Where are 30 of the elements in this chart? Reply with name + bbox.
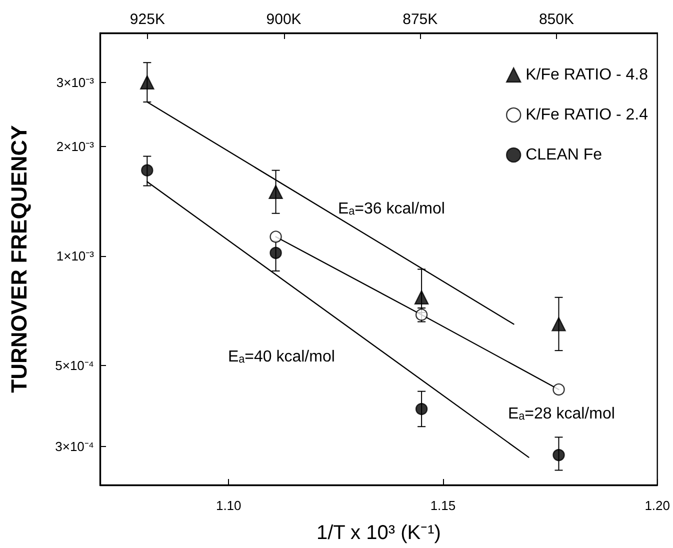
point: [552, 383, 565, 396]
y-tick-label: 3×10⁻³: [56, 74, 95, 90]
point: [552, 448, 565, 462]
annotation: Eₐ=28 kcal/mol: [508, 406, 615, 422]
point: [414, 290, 429, 304]
point: [270, 230, 282, 243]
x2-tick-label: 850K: [538, 11, 574, 28]
legend-label: K/Fe RATIO - 2.4: [526, 106, 648, 124]
y-axis-title: TURNOVER FREQUENCY: [6, 124, 32, 393]
legend-label: K/Fe RATIO - 4.8: [526, 66, 648, 84]
point: [268, 184, 283, 200]
point: [270, 246, 282, 260]
annotation: Eₐ=36 kcal/mol: [338, 200, 445, 218]
point: [415, 402, 428, 416]
legend-label: CLEAN Fe: [526, 146, 602, 164]
y-tick-label: 2×10⁻³: [56, 138, 95, 154]
x-axis-title: 1/T x 10³ (K⁻¹): [316, 522, 441, 544]
point: [552, 317, 566, 332]
y-tick-label: 3×10⁻⁴: [55, 438, 94, 454]
x2-tick-label: 925K: [130, 11, 165, 28]
x2-tick-label: 875K: [402, 11, 438, 28]
x-tick-label: 1.10: [216, 498, 242, 513]
point: [140, 75, 154, 90]
y-tick-label: 1×10⁻³: [56, 248, 95, 264]
x2-tick-label: 900K: [266, 11, 302, 28]
annotation: Eₐ=40 kcal/mol: [228, 348, 335, 366]
x-tick-label: 1.20: [644, 498, 670, 513]
point: [141, 164, 154, 176]
x-tick-label: 1.15: [430, 498, 456, 513]
y-tick-label: 5×10⁻⁴: [55, 358, 94, 374]
